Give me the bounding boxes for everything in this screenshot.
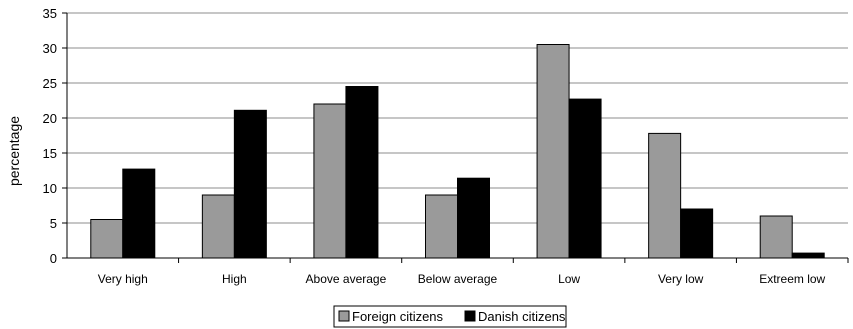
bar-danish-citizens-above-average [345,86,379,259]
legend-swatch-foreign-citizens [338,310,350,322]
legend-label-foreign-citizens: Foreign citizens [352,309,444,324]
y-tick-labels: 0 5 10 15 20 25 30 35 [43,6,67,266]
x-tick-label: Above average [306,272,387,286]
legend-label-danish-citizens: Danish citizens [478,309,566,324]
bar-foreign-citizens-low [536,44,570,259]
legend: Foreign citizens Danish citizens [333,305,567,328]
bar-danish-citizens-low [568,98,602,259]
bar-foreign-citizens-above-average [313,103,347,259]
bar-foreign-citizens-high [201,194,235,259]
bar-foreign-citizens-extreem-low [759,215,793,259]
x-tick-label: Low [558,272,580,286]
y-tick-label: 20 [43,111,57,126]
bar-foreign-citizens-very-low [648,132,682,259]
y-tick-label: 10 [43,181,57,196]
y-axis-title: percentage [6,116,22,186]
x-tick-labels: Very high High Above average Below average L… [98,258,849,286]
legend-swatch-danish-citizens [464,310,476,322]
x-tick-label: Very low [658,272,704,286]
y-tick-label: 35 [43,6,57,21]
y-tick-label: 25 [43,76,57,91]
bar-danish-citizens-very-high [122,168,156,259]
bar-foreign-citizens-very-high [90,219,124,259]
bar-foreign-citizens-below-average [425,194,458,259]
y-tick-label: 30 [43,41,57,56]
x-tick-label: Below average [418,272,498,286]
x-tick-label: Very high [98,272,148,286]
bars [90,44,825,259]
bar-danish-citizens-below-average [457,177,490,259]
bar-danish-citizens-high [233,109,267,259]
x-tick-label: Extreem low [759,272,825,286]
grid-lines [67,12,848,224]
y-tick-label: 15 [43,146,57,161]
y-tick-label: 5 [50,216,57,231]
x-tick-label: High [222,272,247,286]
axes [66,13,848,259]
bar-danish-citizens-extreem-low [791,252,825,259]
y-tick-label: 0 [50,251,57,266]
legend-box [333,305,567,328]
bar-danish-citizens-very-low [680,208,714,259]
